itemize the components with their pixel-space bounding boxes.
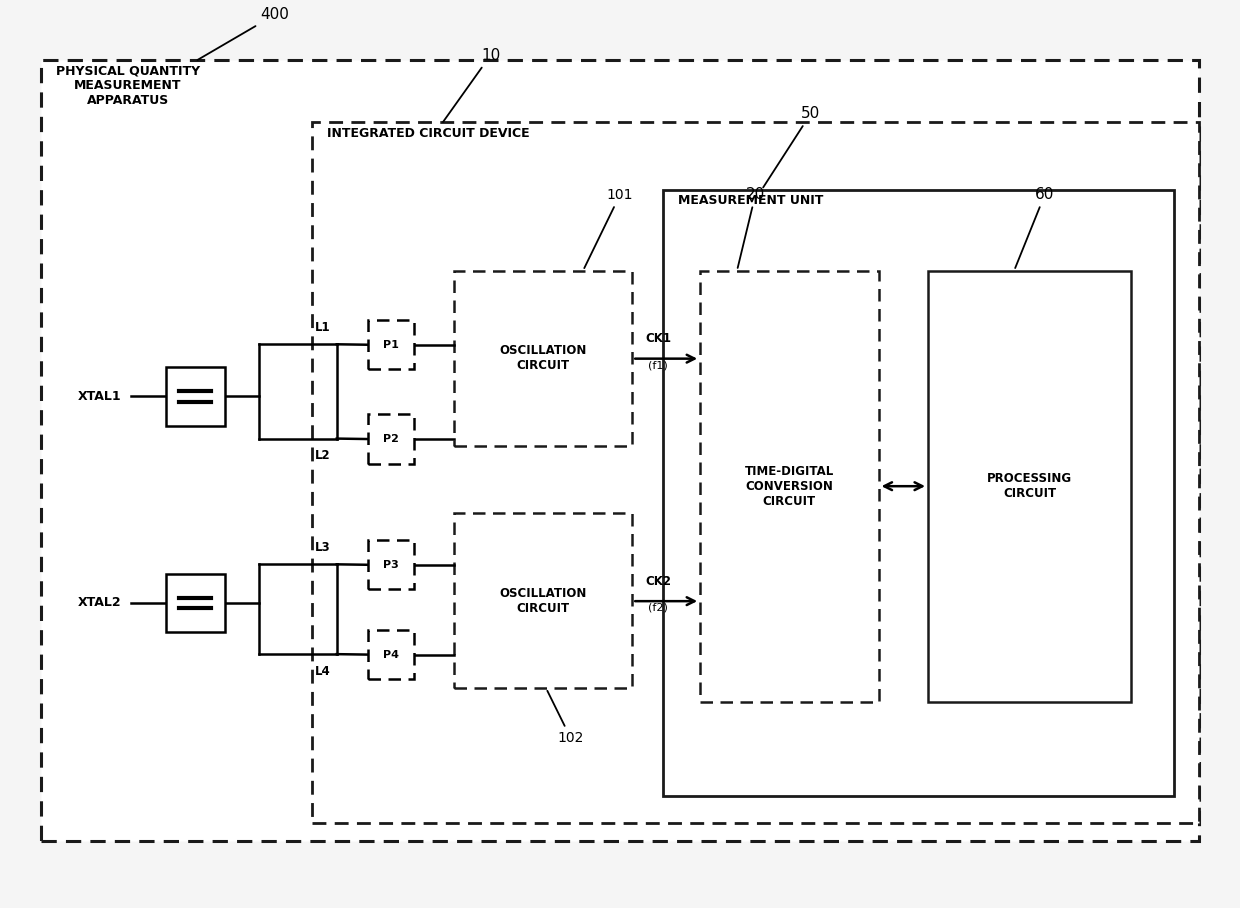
Bar <box>928 271 1131 702</box>
Text: L3: L3 <box>315 540 331 554</box>
Text: OSCILLATION
CIRCUIT: OSCILLATION CIRCUIT <box>500 587 587 615</box>
Text: CK2: CK2 <box>645 575 671 587</box>
Bar <box>701 271 879 702</box>
Text: CK1: CK1 <box>645 332 671 345</box>
Bar <box>663 190 1174 796</box>
Text: INTEGRATED CIRCUIT DEVICE: INTEGRATED CIRCUIT DEVICE <box>327 127 529 140</box>
Text: P3: P3 <box>383 559 399 570</box>
Bar <box>367 540 414 589</box>
Bar <box>165 367 224 426</box>
Text: 20: 20 <box>738 187 765 268</box>
Text: MEASUREMENT UNIT: MEASUREMENT UNIT <box>678 194 823 207</box>
Text: 50: 50 <box>763 106 821 187</box>
Bar <box>367 414 414 464</box>
Text: L4: L4 <box>315 665 331 678</box>
Text: L1: L1 <box>315 321 331 333</box>
Bar <box>165 574 224 632</box>
Text: XTAL2: XTAL2 <box>78 597 122 609</box>
Text: 10: 10 <box>443 47 500 122</box>
Bar <box>454 271 632 446</box>
Text: PHYSICAL QUANTITY
MEASUREMENT
APPARATUS: PHYSICAL QUANTITY MEASUREMENT APPARATUS <box>56 64 200 107</box>
Text: 60: 60 <box>1016 187 1054 268</box>
Bar <box>312 123 1199 823</box>
Text: 400: 400 <box>197 7 290 60</box>
Text: P2: P2 <box>383 434 399 444</box>
Text: 102: 102 <box>547 691 584 745</box>
Text: (f2): (f2) <box>649 603 668 613</box>
Bar <box>454 513 632 688</box>
Bar <box>367 630 414 679</box>
Text: XTAL1: XTAL1 <box>78 390 122 403</box>
Text: 101: 101 <box>584 188 634 268</box>
Text: (f1): (f1) <box>649 360 668 370</box>
Text: P1: P1 <box>383 340 399 350</box>
Text: TIME-DIGITAL
CONVERSION
CIRCUIT: TIME-DIGITAL CONVERSION CIRCUIT <box>745 465 835 508</box>
Bar <box>41 60 1199 841</box>
Text: PROCESSING
CIRCUIT: PROCESSING CIRCUIT <box>987 472 1073 500</box>
Text: OSCILLATION
CIRCUIT: OSCILLATION CIRCUIT <box>500 344 587 372</box>
Text: P4: P4 <box>383 649 399 659</box>
Text: L2: L2 <box>315 449 331 462</box>
Bar <box>367 320 414 370</box>
